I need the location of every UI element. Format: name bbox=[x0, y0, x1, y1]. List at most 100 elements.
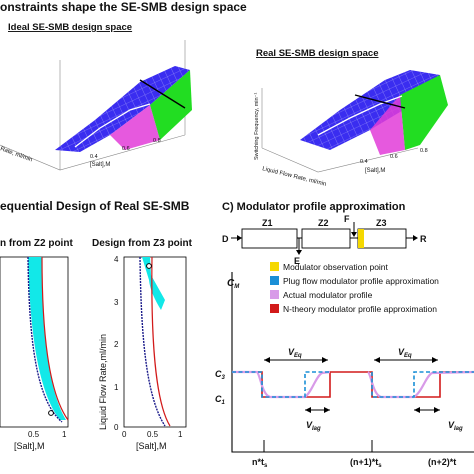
real-x2-label: [Salt],M bbox=[365, 168, 385, 174]
legend-label-plug-flow: Plug flow modulator profile approximatio… bbox=[283, 276, 439, 286]
ideal-x1-label: Rate, ml/min bbox=[0, 146, 33, 163]
panel-a: onstraints shape the SE-SMB design space… bbox=[0, 0, 448, 188]
port-r-arrowhead bbox=[413, 235, 418, 241]
z3-subtitle: Design from Z3 point bbox=[92, 238, 193, 249]
z2-boundary-red bbox=[41, 256, 69, 421]
real-design-space-plot: Real SE-SMB design space Switching Frequ… bbox=[254, 48, 448, 188]
z3-design-point bbox=[146, 263, 152, 269]
plug-flow-profile bbox=[232, 371, 474, 398]
ideal-x2-tick-3: 0.8 bbox=[153, 138, 161, 144]
zone-schematic: D Z1 Z2 Z3 E F R bbox=[222, 214, 427, 266]
z2-subtitle: n from Z2 point bbox=[0, 238, 73, 249]
time-tick-2: (n+1)*ts bbox=[350, 457, 382, 469]
legend-label-n-theory: N-theory modulator profile approximation bbox=[283, 304, 437, 314]
legend-swatch-plug-flow bbox=[270, 276, 279, 285]
ideal-surface-ridge bbox=[74, 103, 151, 148]
zone-z3-column bbox=[357, 228, 407, 249]
vlag-label-2: Vlag bbox=[448, 420, 463, 432]
z2-xtick-2: 1 bbox=[62, 430, 67, 439]
panel-b: equential Design of Real SE-SMB n from Z… bbox=[0, 199, 193, 451]
ideal-surface-magenta bbox=[110, 105, 160, 150]
time-ticks: n*ts (n+1)*ts (n+2)*t bbox=[252, 440, 456, 469]
ideal-cut-line bbox=[139, 79, 186, 109]
real-x2-tick-1: 0.4 bbox=[360, 159, 368, 165]
observation-point-marker bbox=[358, 229, 364, 248]
modulator-axis-lines bbox=[231, 272, 474, 453]
port-r-label: R bbox=[420, 234, 427, 244]
legend-swatch-actual bbox=[270, 290, 279, 299]
c1-label: C1 bbox=[215, 394, 226, 406]
design-z3-plot: Design from Z3 point Liquid Flow Rate,ml… bbox=[92, 238, 193, 451]
z3-ytick-2: 2 bbox=[114, 340, 119, 349]
z3-xtick-1: 0.5 bbox=[147, 430, 159, 439]
port-f-arrowhead bbox=[351, 232, 357, 237]
z3-xtick-2: 1 bbox=[178, 430, 183, 439]
time-tick-marks bbox=[263, 440, 373, 452]
legend-label-actual: Actual modulator profile bbox=[283, 290, 373, 300]
real-axes-frame bbox=[261, 88, 419, 173]
vlag-arrowheads-2 bbox=[414, 407, 440, 413]
z3-boundary-navy bbox=[139, 256, 166, 427]
panel-c: C) Modulator profile approximation D Z1 … bbox=[215, 201, 474, 469]
panel-c-title: C) Modulator profile approximation bbox=[222, 201, 406, 213]
time-tick-1: n*ts bbox=[252, 457, 268, 469]
legend-swatch-observation bbox=[270, 262, 279, 271]
modulator-profiles bbox=[232, 370, 474, 399]
n-theory-profile bbox=[232, 371, 474, 398]
panel-a-title: onstraints shape the SE-SMB design space bbox=[0, 0, 247, 14]
port-d-arrowhead bbox=[237, 235, 242, 241]
y-axis-label: CM bbox=[227, 278, 240, 290]
real-surface-ridge bbox=[317, 95, 403, 136]
z3-feasible-region bbox=[142, 257, 165, 310]
zone-z2-label: Z2 bbox=[318, 218, 329, 228]
real-surface-green bbox=[400, 75, 448, 150]
modulator-annotations: VEq VEq Vlag Vlag bbox=[264, 347, 463, 432]
z2-design-point bbox=[48, 410, 54, 416]
legend-label-observation: Modulator observation point bbox=[283, 262, 389, 272]
panel-b-title: equential Design of Real SE-SMB bbox=[0, 199, 190, 213]
zone-z1-label: Z1 bbox=[262, 218, 273, 228]
legend-swatch-n-theory bbox=[270, 304, 279, 313]
modulator-legend: Modulator observation point Plug flow mo… bbox=[270, 262, 439, 314]
vlag-label-1: Vlag bbox=[306, 420, 321, 432]
real-x2-tick-3: 0.8 bbox=[420, 148, 428, 154]
real-surface-grid bbox=[300, 70, 440, 150]
real-x2-tick-2: 0.6 bbox=[390, 154, 398, 160]
zone-z1-column bbox=[241, 228, 298, 249]
zone-z3-label: Z3 bbox=[376, 218, 387, 228]
ideal-surface-green bbox=[150, 70, 192, 140]
z3-ytick-1: 1 bbox=[114, 383, 119, 392]
ideal-design-space-plot: Ideal SE-SMB design space Rate, ml/min [… bbox=[0, 22, 192, 171]
veq-label-1: VEq bbox=[288, 347, 302, 359]
port-d-label: D bbox=[222, 234, 229, 244]
design-z2-plot: n from Z2 point 0.5 1 [Salt],M bbox=[0, 238, 73, 451]
real-ylabel: Switching Frequency, min⁻¹ bbox=[254, 93, 260, 160]
real-plot-title: Real SE-SMB design space bbox=[256, 48, 378, 59]
zone-z2-column bbox=[301, 228, 351, 249]
vlag-arrowheads-1 bbox=[305, 407, 330, 413]
actual-profile bbox=[232, 370, 474, 399]
c3-label: C3 bbox=[215, 369, 226, 381]
z3-boundary-red bbox=[151, 256, 171, 427]
z3-ytick-3: 3 bbox=[114, 298, 119, 307]
port-f-label: F bbox=[344, 214, 350, 224]
ideal-surface-grid bbox=[55, 66, 190, 152]
real-surface-magenta bbox=[370, 95, 405, 155]
z2-xlabel: [Salt],M bbox=[14, 441, 45, 451]
z3-ytick-4: 4 bbox=[114, 255, 119, 264]
real-cut-line bbox=[354, 94, 406, 109]
ideal-x2-tick-2: 0.6 bbox=[122, 146, 130, 152]
z2-feasible-region bbox=[28, 257, 66, 420]
z3-xtick-0: 0 bbox=[122, 430, 127, 439]
ideal-x2-label: [Salt],M bbox=[90, 162, 110, 168]
port-e-arrowhead bbox=[296, 250, 302, 255]
ideal-plot-title: Ideal SE-SMB design space bbox=[8, 22, 132, 33]
veq-label-2: VEq bbox=[398, 347, 412, 359]
ideal-x2-tick-1: 0.4 bbox=[90, 154, 98, 160]
z3-xlabel: [Salt],M bbox=[136, 441, 167, 451]
port-e-label: E bbox=[294, 256, 300, 266]
z3-ytick-0: 0 bbox=[114, 423, 119, 432]
z2-xtick-1: 0.5 bbox=[28, 430, 40, 439]
z3-ylabel: Liquid Flow Rate,ml/min bbox=[98, 334, 108, 430]
